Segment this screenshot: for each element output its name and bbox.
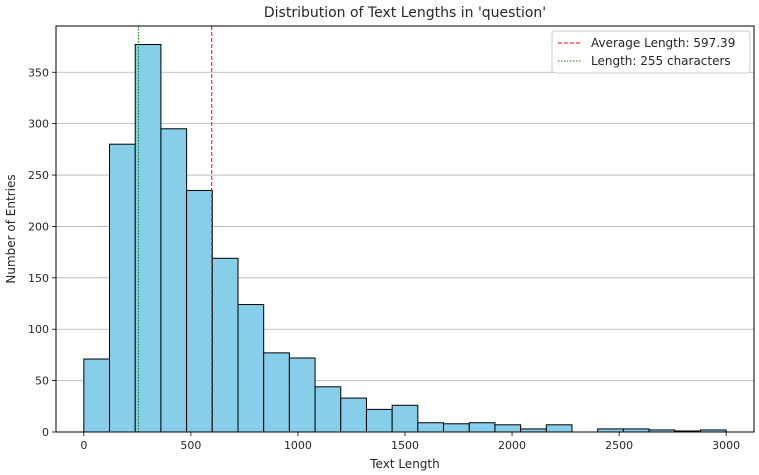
histogram-bar <box>237 304 265 433</box>
x-tick-label: 500 <box>180 439 201 452</box>
y-axis-label: Number of Entries <box>4 174 18 283</box>
histogram-bar <box>468 422 496 433</box>
histogram-bar <box>365 408 393 433</box>
legend: Average Length: 597.39 Length: 255 chara… <box>551 30 751 74</box>
histogram-bar <box>211 257 239 433</box>
histogram-bar <box>109 143 136 433</box>
histogram-bar <box>186 189 213 433</box>
x-tick-label: 1500 <box>391 439 419 452</box>
reference-lines-layer <box>137 26 213 432</box>
y-tick-label: 300 <box>28 118 49 131</box>
histogram-bar <box>314 386 342 433</box>
y-tick-label: 0 <box>42 426 49 439</box>
x-tick-label: 1000 <box>284 439 312 452</box>
histogram-bar <box>391 404 419 433</box>
chart-title: Distribution of Text Lengths in 'questio… <box>264 5 546 21</box>
histogram-bar <box>494 424 522 433</box>
y-tick-label: 250 <box>28 169 49 182</box>
legend-label-length-255: Length: 255 characters <box>591 54 731 68</box>
y-axis-ticks: 0 50 100 150 200 250 300 350 <box>28 66 56 439</box>
histogram-bar <box>443 423 470 433</box>
x-axis-label: Text Length <box>369 457 439 471</box>
legend-label-average-length: Average Length: 597.39 <box>591 36 735 50</box>
x-tick-label: 0 <box>80 439 87 452</box>
x-tick-label: 3000 <box>712 439 740 452</box>
bars-layer <box>83 44 727 433</box>
y-tick-label: 100 <box>28 323 49 336</box>
histogram-bar <box>134 44 162 433</box>
y-tick-label: 350 <box>28 66 49 79</box>
x-tick-label: 2500 <box>605 439 633 452</box>
histogram-bar <box>288 357 316 433</box>
y-tick-label: 50 <box>35 375 49 388</box>
x-tick-label: 2000 <box>498 439 526 452</box>
x-axis-ticks: 0 500 1000 1500 2000 2500 3000 <box>80 432 740 452</box>
histogram-bar <box>160 128 188 433</box>
histogram-bar <box>417 422 445 433</box>
legend-box <box>551 30 751 74</box>
histogram-bar <box>83 358 111 433</box>
histogram-bar <box>340 397 367 433</box>
y-tick-label: 200 <box>28 220 49 233</box>
histogram-bar <box>263 352 290 433</box>
histogram-bar <box>545 424 573 433</box>
y-tick-label: 150 <box>28 272 49 285</box>
